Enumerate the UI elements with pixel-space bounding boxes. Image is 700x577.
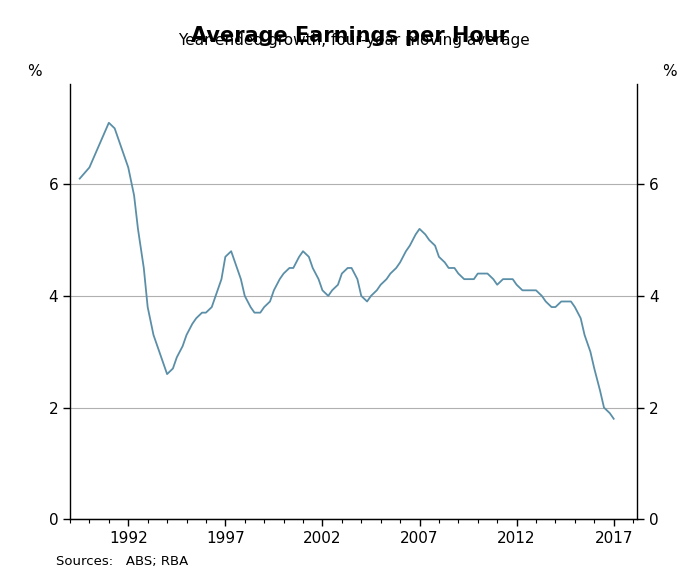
Text: %: % [27, 64, 42, 79]
Text: %: % [662, 64, 677, 79]
Text: Average Earnings per Hour: Average Earnings per Hour [191, 26, 509, 46]
Title: Year-ended growth, four-year moving average: Year-ended growth, four-year moving aver… [178, 33, 529, 48]
Text: Sources:   ABS; RBA: Sources: ABS; RBA [56, 555, 188, 568]
